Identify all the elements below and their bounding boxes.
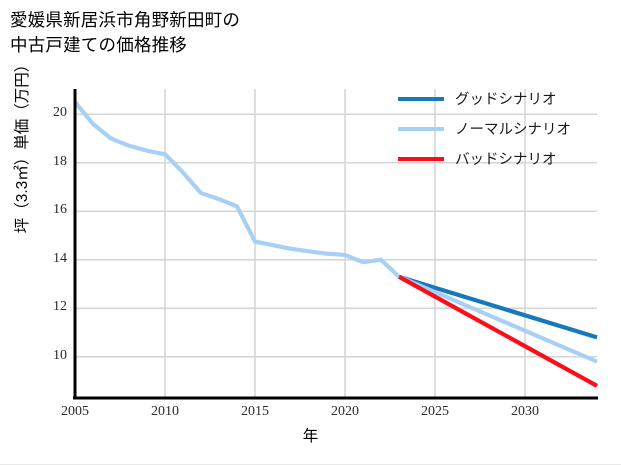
y-tick-label: 16 (53, 202, 67, 218)
legend-item-label: バッドシナリオ (455, 152, 557, 168)
series-line (73, 100, 401, 279)
series-line (398, 274, 598, 364)
legend-color-swatch (398, 126, 444, 131)
y-tick-label: 12 (53, 299, 67, 315)
legend-item[interactable]: グッドシナリオ (398, 90, 571, 108)
y-tick-label: 20 (53, 105, 67, 121)
x-tick-label: 2010 (151, 404, 179, 419)
chart-title: 愛媛県新居浜市角野新田町の 中古戸建ての価格推移 (10, 8, 430, 59)
x-tick-label: 2025 (421, 404, 449, 419)
legend-item[interactable]: バッドシナリオ (398, 150, 571, 168)
x-tick-label: 2005 (61, 404, 89, 419)
x-axis-label: 年 (302, 428, 319, 445)
series-line (397, 274, 599, 388)
series-lines (73, 100, 599, 388)
axis-lines (73, 89, 598, 400)
chart-legend: グッドシナリオ ノーマルシナリオ バッドシナリオ (398, 90, 571, 168)
series-line (398, 274, 598, 340)
legend-item-label: ノーマルシナリオ (455, 122, 571, 138)
x-tick-label: 2030 (511, 404, 539, 419)
legend-item[interactable]: ノーマルシナリオ (398, 120, 571, 138)
y-tick-label: 18 (53, 153, 67, 169)
legend-color-swatch (398, 156, 444, 161)
chart-title-line1: 愛媛県新居浜市角野新田町の (10, 10, 241, 30)
x-tick-label: 2015 (241, 404, 269, 419)
legend-color-swatch (398, 96, 444, 101)
x-tick-label: 2020 (331, 404, 359, 419)
chart-title-line2: 中古戸建ての価格推移 (10, 35, 187, 56)
y-tick-label: 14 (53, 250, 67, 266)
legend-item-label: グッドシナリオ (455, 92, 557, 108)
y-tick-label: 10 (53, 347, 67, 363)
